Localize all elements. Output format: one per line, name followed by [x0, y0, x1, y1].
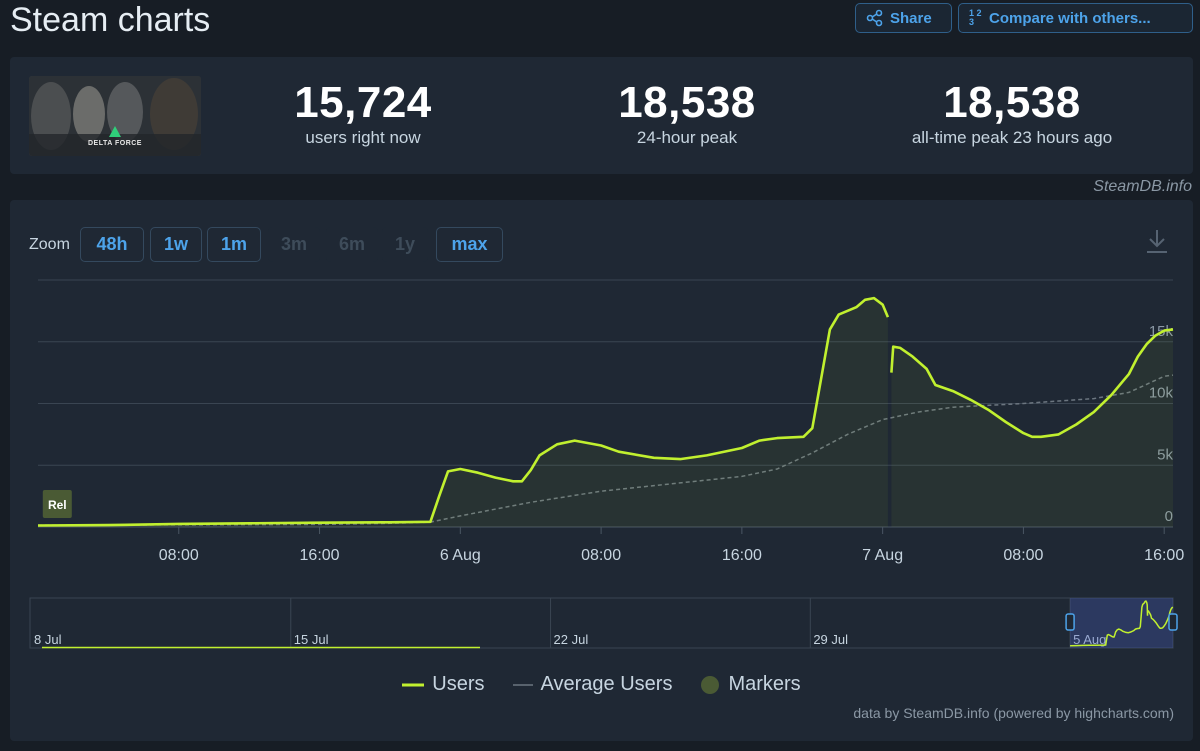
navigator-users-curve	[1070, 600, 1174, 647]
x-tick-label-6: 08:00	[1003, 547, 1043, 564]
users-area-segment-0	[38, 298, 888, 527]
stat-current: 15,724 users right now	[263, 79, 463, 149]
zoom-1m-button[interactable]: 1m	[207, 227, 261, 262]
stats-panel: DELTA FORCE 15,724 users right now 18,53…	[10, 57, 1193, 174]
chart-panel: Zoom 48h 1w 1m 3m 6m 1y max 05k10k15k 08…	[10, 200, 1193, 741]
navigator-label-2: 22 Jul	[554, 632, 589, 647]
x-tick-label-5: 7 Aug	[862, 547, 903, 564]
share-icon	[866, 9, 883, 27]
zoom-3m-button: 3m	[268, 227, 320, 262]
navigator-label-4: 5 Aug	[1073, 632, 1106, 647]
stat-24h-peak: 18,538 24-hour peak	[587, 79, 787, 149]
x-tick-label-4: 16:00	[722, 547, 762, 564]
release-marker-label: Rel	[48, 498, 67, 512]
chart-grid	[38, 279, 1173, 528]
legend-average-line-icon	[512, 683, 533, 686]
legend-users-line-icon	[402, 683, 425, 686]
chart-legend: Users Average Users Markers	[10, 673, 1193, 696]
compare-label: Compare with others...	[989, 9, 1151, 27]
y-tick-label-0: 0	[1165, 508, 1173, 525]
stat-current-label: users right now	[305, 128, 421, 147]
zoom-6m-button: 6m	[326, 227, 378, 262]
legend-users[interactable]: Users	[402, 673, 485, 696]
zoom-1y-button: 1y	[382, 227, 428, 262]
navigator[interactable]: 8 Jul 15 Jul 22 Jul 29 Jul 5 Aug	[29, 597, 1178, 649]
navigator-handle-1	[1168, 613, 1178, 631]
stat-24h-peak-label: 24-hour peak	[636, 128, 738, 147]
legend-markers-label: Markers	[728, 673, 801, 695]
legend-average-label: Average Users	[540, 673, 673, 695]
users-series	[37, 296, 1174, 527]
stat-24h-peak-value: 18,538	[618, 78, 756, 127]
navigator-selection	[1070, 598, 1173, 648]
navigator-label-3: 29 Jul	[813, 632, 848, 647]
x-tick-label-2: 6 Aug	[440, 547, 481, 564]
x-tick-label-1: 16:00	[300, 547, 340, 564]
stat-all-time-peak-label: all-time peak 23 hours ago	[911, 128, 1113, 147]
stat-all-time-peak: 18,538 all-time peak 23 hours ago	[862, 79, 1162, 149]
stat-current-value: 15,724	[294, 78, 432, 127]
compare-button[interactable]: 1 2 3 Compare with others...	[958, 3, 1193, 33]
users-area-segment-1	[891, 329, 1173, 527]
users-line-segment-1	[890, 328, 1174, 439]
game-thumbnail[interactable]: DELTA FORCE	[29, 76, 201, 156]
game-thumb-text: DELTA FORCE	[88, 140, 142, 147]
release-marker[interactable]: Rel	[42, 490, 72, 518]
legend-markers[interactable]: Markers	[700, 673, 801, 696]
legend-markers-dot-icon	[701, 675, 720, 694]
legend-users-label: Users	[432, 673, 485, 695]
compare-icon: 1 2 3	[969, 8, 982, 27]
users-line-segment-0	[37, 296, 890, 527]
zoom-max-button[interactable]: max	[436, 227, 503, 262]
share-label: Share	[890, 9, 932, 27]
steamdb-watermark: SteamDB.info	[1093, 178, 1192, 195]
x-tick-label-7: 16:00	[1144, 547, 1184, 564]
page-title: Steam charts	[10, 1, 211, 39]
navigator-label-0: 8 Jul	[34, 632, 62, 647]
legend-average-users[interactable]: Average Users	[512, 673, 673, 696]
zoom-label: Zoom	[29, 236, 70, 253]
game-art-icon	[29, 76, 201, 156]
chart-credits: data by SteamDB.info (powered by highcha…	[853, 705, 1174, 721]
zoom-48h-button[interactable]: 48h	[80, 227, 144, 262]
zoom-1w-button[interactable]: 1w	[150, 227, 202, 262]
stat-all-time-peak-value: 18,538	[943, 78, 1081, 127]
y-tick-label-10k: 10k	[1149, 385, 1174, 402]
x-tick-label-3: 08:00	[581, 547, 621, 564]
share-button[interactable]: Share	[855, 3, 952, 33]
navigator-handle-0	[1065, 613, 1075, 631]
navigator-frame	[29, 597, 1174, 649]
y-tick-label-5k: 5k	[1157, 446, 1173, 463]
download-icon[interactable]	[1145, 228, 1169, 254]
release-marker-box	[42, 490, 72, 518]
x-axis-ticks: 08:00 16:00 6 Aug 08:00 16:00 7 Aug 08:00 16:00	[159, 527, 1184, 564]
navigator-label-1: 15 Jul	[294, 632, 329, 647]
x-tick-label-0: 08:00	[159, 547, 199, 564]
